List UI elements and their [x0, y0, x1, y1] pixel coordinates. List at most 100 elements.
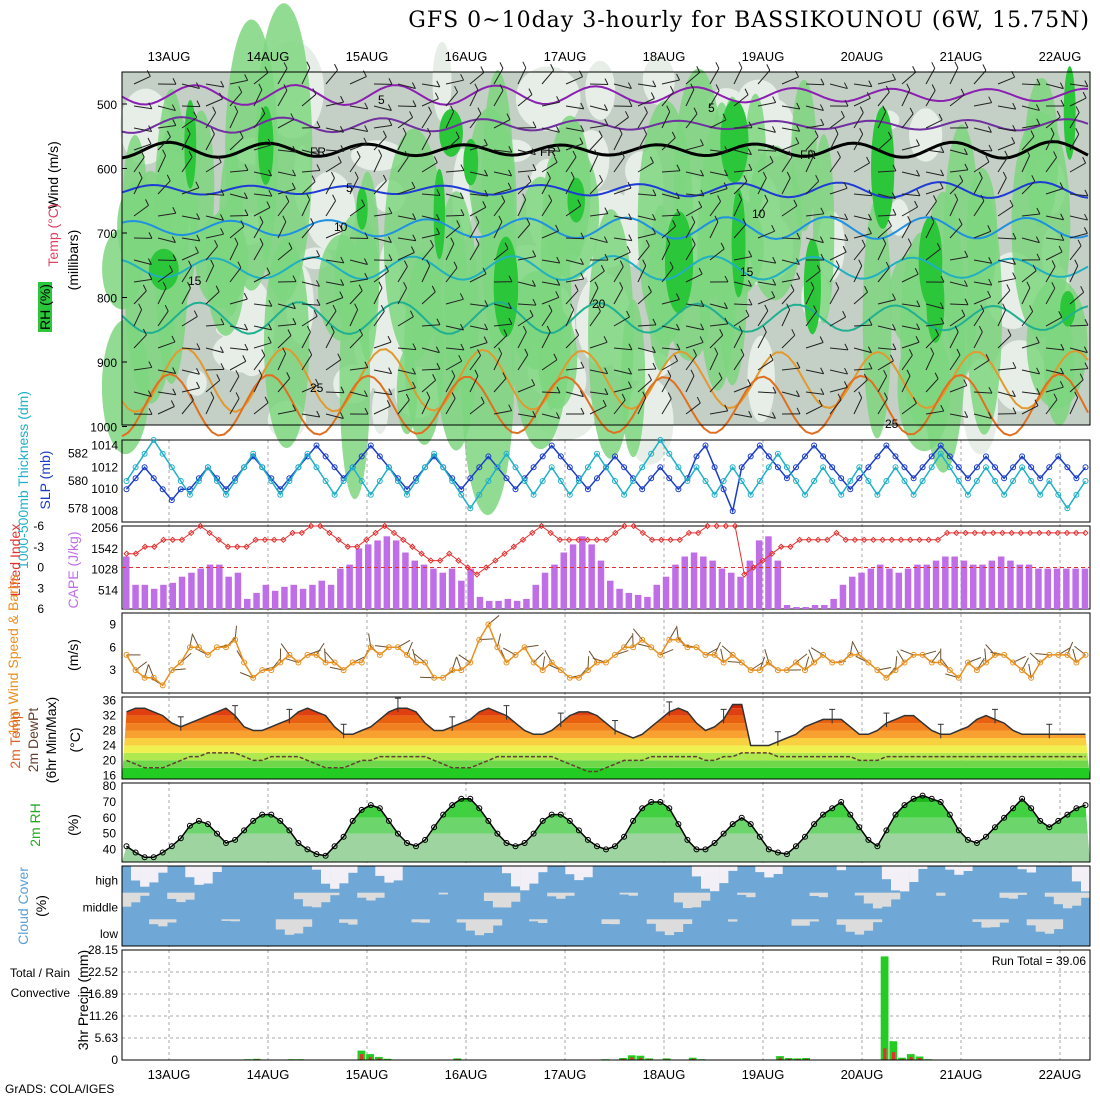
slp-point — [992, 464, 998, 471]
thickness-point — [874, 491, 881, 498]
wind-barb-flag — [306, 325, 311, 333]
wind-barb — [229, 398, 240, 415]
wind-barb-flag — [555, 224, 560, 232]
wind-barb-flag — [766, 64, 771, 71]
rh-pale-area — [432, 42, 452, 122]
wind-barb-flag — [361, 199, 366, 206]
wind-barb-flag — [244, 209, 249, 216]
wind-barb — [277, 201, 290, 217]
wind-speed-point — [512, 651, 519, 658]
rh2m-point — [1037, 817, 1044, 824]
wind-barb-flag — [980, 194, 985, 202]
wind-barb-flag — [667, 370, 672, 377]
wind-barb-flag — [748, 250, 753, 257]
slp-point — [141, 464, 148, 471]
wind-barb — [469, 72, 485, 85]
rh2m-point — [1064, 811, 1071, 818]
wind10m-axis-label: 10m Wind Speed & Barbs — [5, 574, 21, 735]
wind-barb — [949, 199, 959, 217]
cloud-gap — [863, 919, 874, 931]
pressure-tick: 600 — [97, 163, 117, 177]
wind-barb — [229, 298, 248, 305]
wind-barb-flag — [1060, 213, 1065, 220]
wind-barb — [445, 298, 464, 305]
slp-point — [901, 464, 908, 471]
wind-barb-flag — [243, 192, 248, 199]
wind-speed-point — [802, 667, 808, 674]
wind-speed-point — [973, 667, 980, 674]
wind-barb — [685, 325, 704, 331]
wind-barb-flag — [292, 169, 297, 177]
cloud-gap — [321, 892, 331, 903]
cape-tick: 2056 — [91, 521, 118, 535]
thickness-point — [684, 478, 691, 484]
wind-barb-flag — [498, 215, 503, 223]
wind-barb — [1069, 379, 1084, 393]
cloud-gap — [1053, 892, 1064, 905]
li-point — [612, 529, 619, 537]
wind-barb — [973, 281, 992, 286]
wind-barb-flag — [237, 261, 242, 268]
wind-barb — [325, 359, 342, 371]
cloud-gap — [1026, 919, 1036, 926]
wind-barb — [301, 67, 311, 85]
temp-band — [122, 752, 1090, 761]
wind-barb — [829, 215, 848, 221]
slp-point — [946, 453, 953, 460]
slp-point — [693, 453, 700, 460]
wind-barb — [541, 69, 555, 85]
wind-barb-flag — [888, 219, 892, 227]
wind-barb-flag — [403, 260, 408, 267]
wind-barb-flag — [844, 99, 849, 107]
wind-barb-flag — [891, 192, 896, 199]
wind-barb-flag — [885, 261, 890, 269]
wind-barb-flag — [412, 234, 417, 241]
cloud-gap — [845, 919, 855, 932]
wind-barb-flag — [285, 195, 290, 202]
wind-barb-flag — [912, 65, 917, 73]
rh2m-line — [126, 794, 1086, 859]
convective-bar — [787, 1058, 791, 1060]
wind-barb-flag — [930, 347, 935, 354]
thickness-point — [955, 478, 962, 484]
rh-green-area — [862, 198, 892, 439]
wind-barb-flag — [906, 83, 911, 90]
rh2m-point — [847, 811, 854, 818]
wind-barb-flag — [652, 80, 657, 87]
wind-barb — [565, 177, 575, 195]
cape-bar — [355, 548, 363, 609]
date-label-top: 21AUG — [940, 49, 983, 64]
thickness-point — [376, 478, 383, 484]
cape-tick: 514 — [98, 583, 118, 597]
wind-barb-flag — [651, 346, 656, 353]
wind-speed-point — [901, 659, 908, 666]
li-point — [538, 522, 545, 530]
wind-barb-flag — [548, 304, 553, 312]
wind-barb — [877, 193, 896, 200]
cape-bar — [439, 572, 446, 609]
wind-barb — [877, 170, 896, 173]
wind-barb-flag — [916, 189, 921, 197]
cloud-gap — [963, 866, 973, 871]
slp-tick: 1014 — [91, 438, 118, 452]
wind-barb — [637, 83, 656, 88]
cloud-gap — [131, 866, 141, 881]
wind-barb-flag — [579, 137, 584, 144]
wind-barb-flag — [1034, 399, 1039, 406]
wind-barb — [853, 233, 872, 239]
wind-barb — [253, 89, 263, 107]
date-label-bottom: 17AUG — [544, 1067, 587, 1082]
wind-barb — [805, 180, 820, 195]
wind-barb-flag — [724, 275, 729, 283]
cape-bar — [234, 572, 242, 609]
wind-barb — [781, 334, 796, 349]
slp-point — [892, 453, 899, 460]
rh-green-area — [1044, 307, 1075, 426]
wind-barb-flag — [934, 372, 939, 379]
wind-barb — [541, 331, 551, 349]
thickness-point — [992, 478, 998, 484]
wind-barb — [925, 187, 944, 195]
wind-barb-flag — [311, 175, 316, 182]
slp-point — [132, 475, 139, 482]
date-label-bottom: 19AUG — [742, 1067, 785, 1082]
